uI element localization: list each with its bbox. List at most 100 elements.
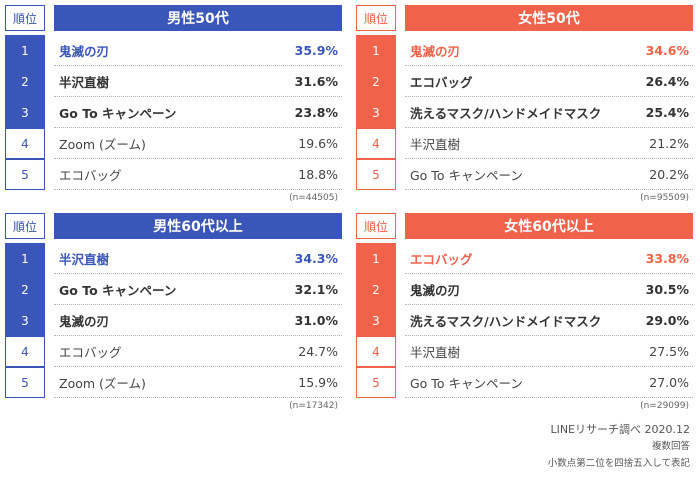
panel-header: 順位 男性50代 <box>5 5 342 31</box>
ranking-row: 2 エコバッグ 26.4% <box>356 66 693 97</box>
rank-column-header: 順位 <box>5 213 45 239</box>
item-percentage: 31.0% <box>294 312 338 328</box>
rank-number: 3 <box>356 305 396 336</box>
ranking-rows: 1 エコバッグ 33.8% 2 鬼滅の刃 30.5% 3 洗えるマスク/ハンドメイドマスク… <box>356 243 693 398</box>
ranking-panel-male-50s: 順位 男性50代 1 鬼滅の刃 35.9% 2 半沢直樹 31.6% 3 Go To キャ… <box>5 5 342 203</box>
rank-column-header: 順位 <box>5 5 45 31</box>
item-label: 半沢直樹 <box>410 136 461 152</box>
rank-number: 1 <box>5 243 45 274</box>
ranking-panel-female-50s: 順位 女性50代 1 鬼滅の刃 34.6% 2 エコバッグ 26.4% 3 洗えるマスク/… <box>356 5 693 203</box>
rank-number: 2 <box>5 274 45 305</box>
ranking-row: 1 鬼滅の刃 35.9% <box>5 35 342 66</box>
ranking-row: 5 エコバッグ 18.8% <box>5 159 342 190</box>
rank-number: 3 <box>5 305 45 336</box>
ranking-row: 3 Go To キャンペーン 23.8% <box>5 97 342 128</box>
item-percentage: 18.8% <box>298 166 338 182</box>
item-label: 半沢直樹 <box>59 74 110 90</box>
item-percentage: 34.3% <box>294 250 338 266</box>
panel-header: 順位 女性60代以上 <box>356 213 693 239</box>
rank-number: 2 <box>356 66 396 97</box>
item-label: エコバッグ <box>410 251 473 267</box>
item-percentage: 33.8% <box>645 250 689 266</box>
note-multiple-answers: 複数回答 <box>651 441 690 452</box>
item-percentage: 34.6% <box>645 42 689 58</box>
item-percentage: 19.6% <box>298 135 338 151</box>
ranking-row: 2 半沢直樹 31.6% <box>5 66 342 97</box>
item-percentage: 35.9% <box>294 42 338 58</box>
rank-column-header: 順位 <box>356 213 396 239</box>
item-percentage: 21.2% <box>649 135 689 151</box>
rank-number: 1 <box>356 35 396 66</box>
rank-number: 2 <box>5 66 45 97</box>
ranking-row: 3 洗えるマスク/ハンドメイドマスク 29.0% <box>356 305 693 336</box>
ranking-row: 5 Go To キャンペーン 27.0% <box>356 367 693 398</box>
ranking-row: 4 半沢直樹 21.2% <box>356 128 693 159</box>
rank-number: 1 <box>356 243 396 274</box>
item-percentage: 27.0% <box>649 374 689 390</box>
ranking-row: 4 エコバッグ 24.7% <box>5 336 342 367</box>
ranking-rows: 1 鬼滅の刃 35.9% 2 半沢直樹 31.6% 3 Go To キャンペーン 23.8%… <box>5 35 342 190</box>
item-percentage: 30.5% <box>645 281 689 297</box>
ranking-row: 5 Zoom (ズーム) 15.9% <box>5 367 342 398</box>
ranking-rows: 1 半沢直樹 34.3% 2 Go To キャンペーン 32.1% 3 鬼滅の刃 31.0%… <box>5 243 342 398</box>
ranking-row: 5 Go To キャンペーン 20.2% <box>356 159 693 190</box>
item-label: エコバッグ <box>410 74 473 90</box>
footer-notes: LINEリサーチ調べ 2020.12 複数回答 小数点第二位を四捨五入して表記 <box>548 421 690 472</box>
ranking-rows: 1 鬼滅の刃 34.6% 2 エコバッグ 26.4% 3 洗えるマスク/ハンドメイドマスク… <box>356 35 693 190</box>
ranking-panel-female-60s-plus: 順位 女性60代以上 1 エコバッグ 33.8% 2 鬼滅の刃 30.5% 3 洗えるマス… <box>356 213 693 411</box>
rank-number: 1 <box>5 35 45 66</box>
item-label: Go To キャンペーン <box>410 375 523 391</box>
panel-title: 男性50代 <box>54 5 342 31</box>
ranking-row: 3 鬼滅の刃 31.0% <box>5 305 342 336</box>
rank-number: 3 <box>5 97 45 128</box>
item-label: 洗えるマスク/ハンドメイドマスク <box>410 313 602 329</box>
item-label: 鬼滅の刃 <box>410 282 461 298</box>
item-label: エコバッグ <box>59 167 122 183</box>
item-label: Zoom (ズーム) <box>59 375 146 391</box>
item-percentage: 32.1% <box>294 281 338 297</box>
item-label: 鬼滅の刃 <box>410 43 461 59</box>
item-percentage: 20.2% <box>649 166 689 182</box>
ranking-row: 1 鬼滅の刃 34.6% <box>356 35 693 66</box>
item-percentage: 29.0% <box>645 312 689 328</box>
item-percentage: 23.8% <box>294 104 338 120</box>
rank-number: 5 <box>356 367 396 398</box>
item-label: 半沢直樹 <box>59 251 110 267</box>
rank-number: 5 <box>5 159 45 190</box>
ranking-row: 4 半沢直樹 27.5% <box>356 336 693 367</box>
item-label: Go To キャンペーン <box>59 282 177 298</box>
ranking-row: 1 エコバッグ 33.8% <box>356 243 693 274</box>
rank-number: 3 <box>356 97 396 128</box>
item-label: Go To キャンペーン <box>410 167 523 183</box>
note-rounding: 小数点第二位を四捨五入して表記 <box>547 458 690 469</box>
item-label: 半沢直樹 <box>410 344 461 360</box>
sample-size-note: (n=17342) <box>289 401 338 411</box>
ranking-row: 2 Go To キャンペーン 32.1% <box>5 274 342 305</box>
sample-size-note: (n=29099) <box>640 401 689 411</box>
sample-size-note: (n=44505) <box>289 193 338 203</box>
ranking-row: 2 鬼滅の刃 30.5% <box>356 274 693 305</box>
item-label: Zoom (ズーム) <box>59 136 146 152</box>
item-percentage: 15.9% <box>298 374 338 390</box>
source-credit: LINEリサーチ調べ 2020.12 <box>550 423 690 436</box>
item-percentage: 26.4% <box>645 73 689 89</box>
rank-number: 4 <box>356 128 396 159</box>
item-percentage: 25.4% <box>645 104 689 120</box>
ranking-panel-male-60s-plus: 順位 男性60代以上 1 半沢直樹 34.3% 2 Go To キャンペーン 32.1%… <box>5 213 342 411</box>
ranking-row: 1 半沢直樹 34.3% <box>5 243 342 274</box>
panel-title: 男性60代以上 <box>54 213 342 239</box>
item-percentage: 27.5% <box>649 343 689 359</box>
ranking-row: 3 洗えるマスク/ハンドメイドマスク 25.4% <box>356 97 693 128</box>
panel-title: 女性50代 <box>405 5 693 31</box>
rank-number: 5 <box>5 367 45 398</box>
rank-number: 4 <box>5 336 45 367</box>
panel-header: 順位 男性60代以上 <box>5 213 342 239</box>
rank-number: 2 <box>356 274 396 305</box>
sample-size-note: (n=95509) <box>640 193 689 203</box>
rank-number: 4 <box>356 336 396 367</box>
item-percentage: 24.7% <box>298 343 338 359</box>
item-label: 鬼滅の刃 <box>59 43 110 59</box>
panel-title: 女性60代以上 <box>405 213 693 239</box>
rank-number: 5 <box>356 159 396 190</box>
panel-header: 順位 女性50代 <box>356 5 693 31</box>
